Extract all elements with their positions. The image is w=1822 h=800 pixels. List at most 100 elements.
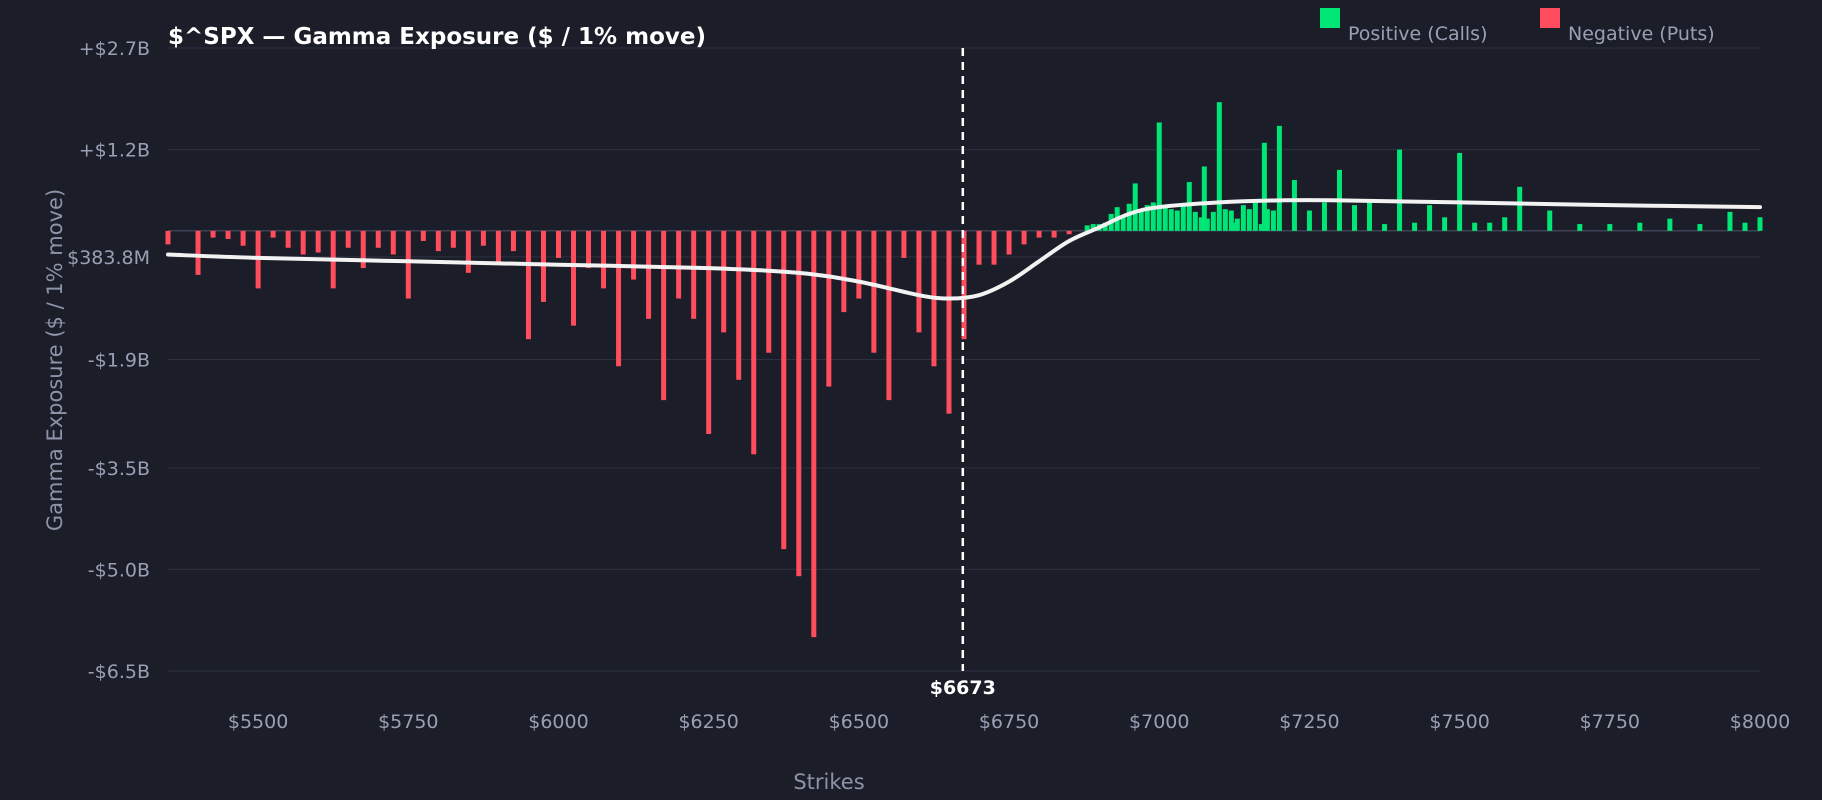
put-gamma-bar[interactable] <box>210 230 216 238</box>
put-gamma-bar[interactable] <box>375 230 381 248</box>
put-gamma-bar[interactable] <box>856 230 862 299</box>
put-gamma-bar[interactable] <box>1036 230 1042 238</box>
put-gamma-bar[interactable] <box>991 230 997 265</box>
call-gamma-bar[interactable] <box>1192 211 1198 231</box>
put-gamma-bar[interactable] <box>450 230 456 248</box>
call-gamma-bar[interactable] <box>1132 183 1138 231</box>
call-gamma-bar[interactable] <box>1198 217 1204 231</box>
put-gamma-bar[interactable] <box>540 230 546 302</box>
call-gamma-bar[interactable] <box>1261 142 1267 231</box>
put-gamma-bar[interactable] <box>691 230 697 319</box>
call-gamma-bar[interactable] <box>1321 202 1327 231</box>
put-gamma-bar[interactable] <box>465 230 471 273</box>
put-gamma-bar[interactable] <box>405 230 411 299</box>
put-gamma-bar[interactable] <box>495 230 501 265</box>
put-gamma-bar[interactable] <box>555 230 561 258</box>
put-gamma-bar[interactable] <box>165 230 171 245</box>
call-gamma-bar[interactable] <box>1201 166 1207 231</box>
call-gamma-bar[interactable] <box>1228 210 1234 231</box>
call-gamma-bar[interactable] <box>1382 224 1388 231</box>
put-gamma-bar[interactable] <box>661 230 667 401</box>
call-gamma-bar[interactable] <box>1742 222 1748 231</box>
put-gamma-bar[interactable] <box>1021 230 1027 245</box>
put-gamma-bar[interactable] <box>435 230 441 252</box>
put-gamma-bar[interactable] <box>510 230 516 252</box>
call-gamma-bar[interactable] <box>1246 209 1252 231</box>
put-gamma-bar[interactable] <box>1006 230 1012 255</box>
put-gamma-bar[interactable] <box>285 230 291 248</box>
put-gamma-bar[interactable] <box>811 230 817 638</box>
put-gamma-bar[interactable] <box>1066 230 1072 235</box>
call-gamma-bar[interactable] <box>1222 209 1228 231</box>
call-gamma-bar[interactable] <box>1126 203 1132 231</box>
call-gamma-bar[interactable] <box>1291 180 1297 231</box>
put-gamma-bar[interactable] <box>871 230 877 353</box>
put-gamma-bar[interactable] <box>270 230 276 238</box>
call-gamma-bar[interactable] <box>1144 205 1150 231</box>
call-gamma-bar[interactable] <box>1412 222 1418 231</box>
call-gamma-bar[interactable] <box>1231 222 1237 231</box>
put-gamma-bar[interactable] <box>616 230 622 367</box>
call-gamma-bar[interactable] <box>1757 217 1763 231</box>
call-gamma-bar[interactable] <box>1210 211 1216 231</box>
call-gamma-bar[interactable] <box>1180 203 1186 231</box>
legend-label-negative[interactable]: Negative (Puts) <box>1568 23 1715 45</box>
put-gamma-bar[interactable] <box>571 230 577 326</box>
call-gamma-bar[interactable] <box>1351 205 1357 231</box>
put-gamma-bar[interactable] <box>1051 230 1057 238</box>
call-gamma-bar[interactable] <box>1162 205 1168 231</box>
put-gamma-bar[interactable] <box>480 230 486 246</box>
call-gamma-bar[interactable] <box>1442 217 1448 231</box>
put-gamma-bar[interactable] <box>315 230 321 253</box>
put-gamma-bar[interactable] <box>781 230 787 550</box>
call-gamma-bar[interactable] <box>1547 210 1553 231</box>
call-gamma-bar[interactable] <box>1472 222 1478 231</box>
call-gamma-bar[interactable] <box>1084 225 1090 231</box>
put-gamma-bar[interactable] <box>976 230 982 265</box>
put-gamma-bar[interactable] <box>240 230 246 246</box>
call-gamma-bar[interactable] <box>1156 122 1162 231</box>
put-gamma-bar[interactable] <box>525 230 531 340</box>
call-gamma-bar[interactable] <box>1120 215 1126 231</box>
call-gamma-bar[interactable] <box>1517 186 1523 231</box>
put-gamma-bar[interactable] <box>721 230 727 333</box>
put-gamma-bar[interactable] <box>706 230 712 434</box>
call-gamma-bar[interactable] <box>1174 210 1180 231</box>
call-gamma-bar[interactable] <box>1216 102 1222 231</box>
put-gamma-bar[interactable] <box>420 230 426 241</box>
call-gamma-bar[interactable] <box>1697 224 1703 231</box>
call-gamma-bar[interactable] <box>1150 202 1156 231</box>
call-gamma-bar[interactable] <box>1727 211 1733 231</box>
put-gamma-bar[interactable] <box>345 230 351 248</box>
put-gamma-bar[interactable] <box>586 230 592 269</box>
call-gamma-bar[interactable] <box>1090 224 1096 231</box>
call-gamma-bar[interactable] <box>1168 209 1174 231</box>
put-gamma-bar[interactable] <box>360 230 366 269</box>
call-gamma-bar[interactable] <box>1502 217 1508 231</box>
put-gamma-bar[interactable] <box>631 230 637 280</box>
call-gamma-bar[interactable] <box>1234 218 1240 231</box>
call-gamma-bar[interactable] <box>1457 152 1463 231</box>
call-gamma-bar[interactable] <box>1276 125 1282 231</box>
put-gamma-bar[interactable] <box>390 230 396 255</box>
call-gamma-bar[interactable] <box>1607 224 1613 231</box>
put-gamma-bar[interactable] <box>676 230 682 299</box>
put-gamma-bar[interactable] <box>601 230 607 289</box>
call-gamma-bar[interactable] <box>1252 202 1258 231</box>
put-gamma-bar[interactable] <box>195 230 201 275</box>
call-gamma-bar[interactable] <box>1367 202 1373 231</box>
call-gamma-bar[interactable] <box>1397 149 1403 231</box>
call-gamma-bar[interactable] <box>1577 224 1583 231</box>
call-gamma-bar[interactable] <box>1264 209 1270 231</box>
call-gamma-bar[interactable] <box>1427 205 1433 231</box>
call-gamma-bar[interactable] <box>1258 224 1264 231</box>
call-gamma-bar[interactable] <box>1637 222 1643 231</box>
put-gamma-bar[interactable] <box>961 230 967 340</box>
put-gamma-bar[interactable] <box>766 230 772 353</box>
put-gamma-bar[interactable] <box>916 230 922 333</box>
legend-label-positive[interactable]: Positive (Calls) <box>1348 23 1487 45</box>
call-gamma-bar[interactable] <box>1270 210 1276 231</box>
put-gamma-bar[interactable] <box>225 230 231 239</box>
call-gamma-bar[interactable] <box>1204 218 1210 231</box>
put-gamma-bar[interactable] <box>736 230 742 380</box>
